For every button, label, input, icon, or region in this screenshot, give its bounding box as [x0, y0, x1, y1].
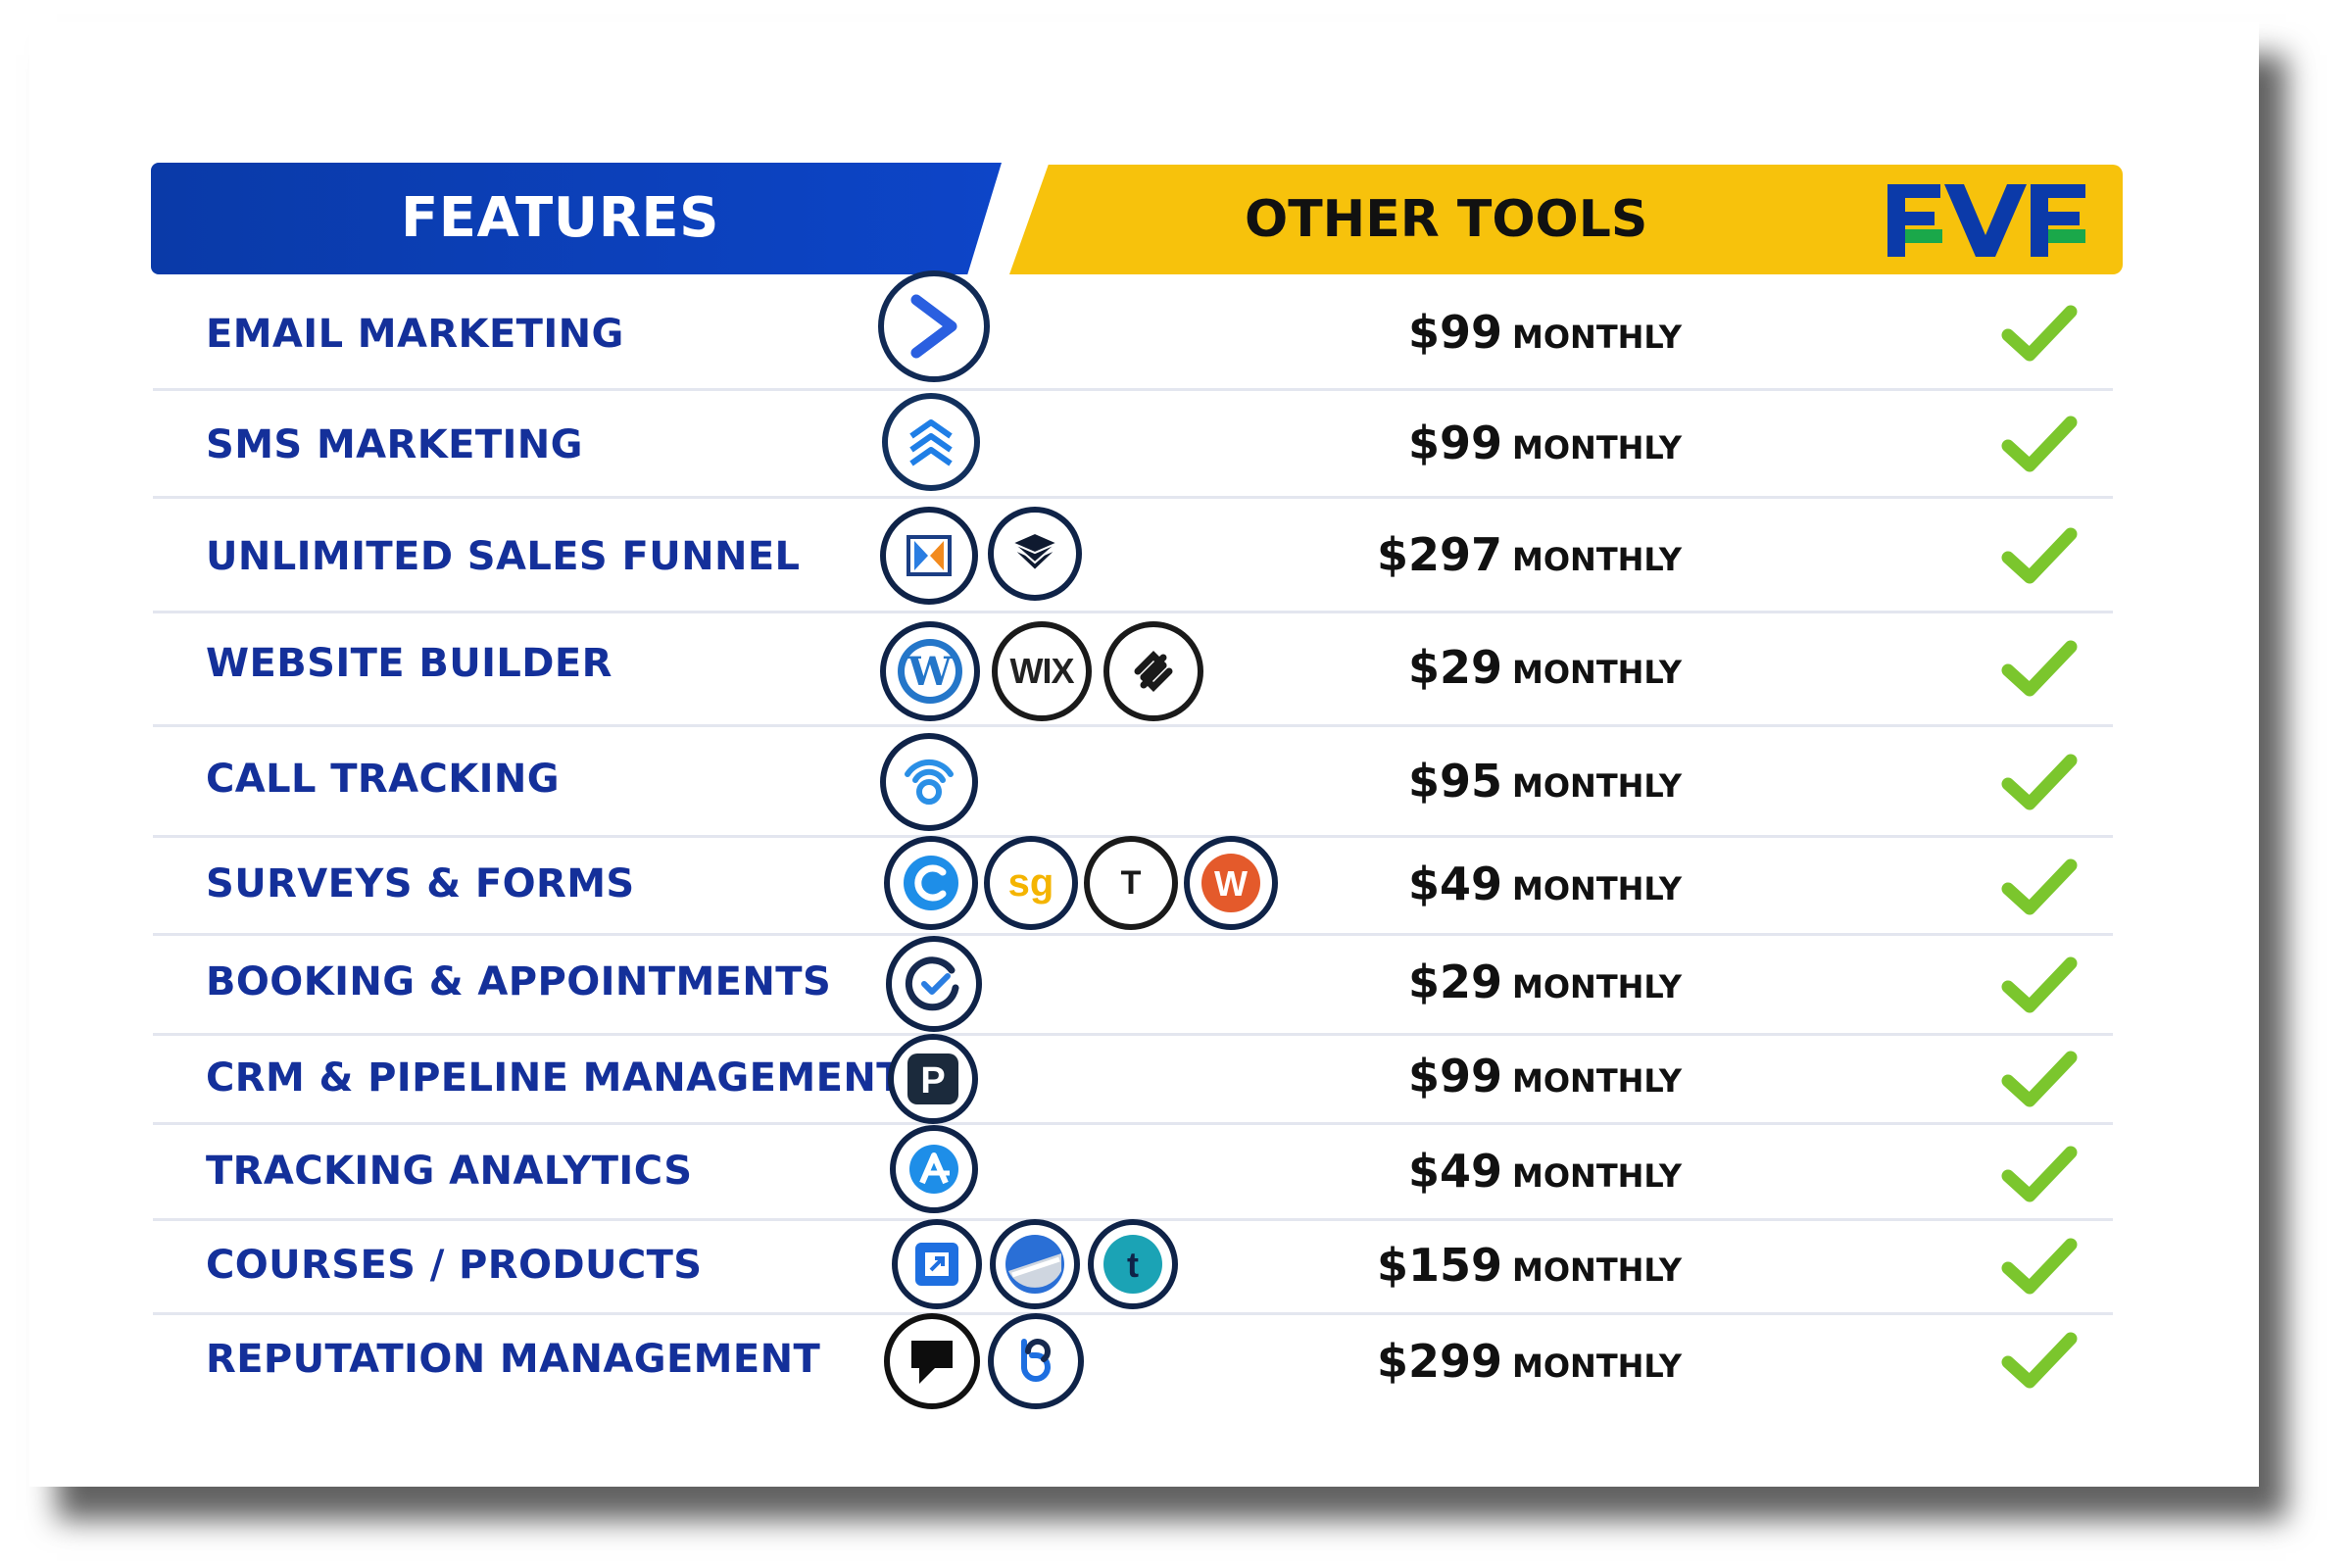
check-icon: [2001, 754, 2078, 810]
check-icon: [2001, 1146, 2078, 1202]
table-row: BOOKING & APPOINTMENTS $29 MONTHLY: [153, 936, 2113, 1036]
table-row: CRM & PIPELINE MANAGEMENT P $99 MONTHLY: [153, 1034, 2113, 1125]
calendly-icon: [886, 936, 982, 1032]
table-row: EMAIL MARKETING $99 MONTHLY: [153, 270, 2113, 391]
price: $99 MONTHLY: [1408, 1050, 1682, 1102]
feature-label: BOOKING & APPOINTMENTS: [206, 959, 832, 1004]
other-tools-header: OTHER TOOLS: [1009, 165, 2123, 274]
check-icon: [2001, 416, 2078, 472]
check-icon: [2001, 305, 2078, 362]
clickfunnels-icon: [880, 507, 978, 605]
price-period: MONTHLY: [1511, 654, 1682, 691]
feature-label: SMS MARKETING: [206, 422, 583, 467]
price-amount: $99: [1407, 1050, 1502, 1102]
feature-label: REPUTATION MANAGEMENT: [206, 1337, 821, 1382]
price-amount: $99: [1407, 306, 1502, 359]
thinkific-icon-label: t: [1127, 1245, 1139, 1285]
price: $297 MONTHLY: [1377, 528, 1682, 581]
check-icon: [2001, 1332, 2078, 1389]
surveygizmo-icon: sg: [984, 836, 1078, 930]
wix-icon-label: WIX: [1009, 651, 1075, 691]
price: $29 MONTHLY: [1408, 641, 1682, 694]
price: $49 MONTHLY: [1408, 858, 1682, 910]
sms-chevrons-icon: [882, 393, 980, 491]
price-period: MONTHLY: [1511, 1062, 1682, 1100]
table-row: UNLIMITED SALES FUNNEL $297 MONTHLY: [153, 499, 2113, 613]
price-period: MONTHLY: [1511, 968, 1682, 1005]
wufoo-icon: W: [1184, 836, 1278, 930]
check-icon: [2001, 956, 2078, 1013]
price: $99 MONTHLY: [1408, 416, 1682, 469]
check-icon: [2001, 640, 2078, 697]
price: $95 MONTHLY: [1408, 755, 1682, 808]
feature-label: UNLIMITED SALES FUNNEL: [206, 534, 801, 579]
features-header-label: FEATURES: [401, 186, 719, 250]
squarespace-icon: [1103, 621, 1203, 721]
price: $99 MONTHLY: [1408, 306, 1682, 359]
price-amount: $49: [1407, 1145, 1502, 1198]
check-icon: [2001, 1051, 2078, 1107]
price-amount: $29: [1407, 641, 1502, 694]
kajabi-icon: [892, 1219, 982, 1309]
price-amount: $49: [1407, 858, 1502, 910]
activecampaign-icon: [878, 270, 990, 382]
other-tools-header-label: OTHER TOOLS: [1245, 190, 1648, 249]
fvf-logo: [1887, 184, 2085, 257]
price-period: MONTHLY: [1511, 1348, 1682, 1385]
features-header: FEATURES: [151, 163, 1002, 274]
price-period: MONTHLY: [1511, 870, 1682, 907]
feature-label: SURVEYS & FORMS: [206, 861, 635, 906]
table-row: WEBSITE BUILDER W WIX $29 MONTHLY: [153, 613, 2113, 727]
surveymonkey-icon: [884, 836, 978, 930]
typeform-icon-label: T: [1120, 863, 1142, 902]
table-row: TRACKING ANALYTICS $49 MONTHLY: [153, 1125, 2113, 1221]
feature-label: COURSES / PRODUCTS: [206, 1243, 703, 1288]
price-period: MONTHLY: [1511, 1157, 1682, 1195]
price-amount: $297: [1376, 528, 1502, 581]
wufoo-icon-label: W: [1214, 863, 1248, 904]
table-row: SMS MARKETING $99 MONTHLY: [153, 391, 2113, 499]
wordpress-icon: W: [880, 621, 980, 721]
price-period: MONTHLY: [1511, 318, 1682, 356]
pipedrive-icon: P: [888, 1034, 978, 1124]
table-row: REPUTATION MANAGEMENT $299 MONTHLY: [153, 1313, 2113, 1409]
price-amount: $159: [1376, 1239, 1502, 1292]
layers-icon: [988, 507, 1082, 601]
analytics-icon: [890, 1125, 978, 1213]
check-icon: [2001, 1238, 2078, 1295]
price: $29 MONTHLY: [1408, 956, 1682, 1008]
yext-icon: [884, 1313, 980, 1409]
price-period: MONTHLY: [1511, 1251, 1682, 1289]
feature-label: WEBSITE BUILDER: [206, 641, 612, 686]
typeform-icon: T: [1084, 836, 1178, 930]
table-row: CALL TRACKING $95 MONTHLY: [153, 727, 2113, 838]
check-icon: [2001, 858, 2078, 915]
feature-label: CALL TRACKING: [206, 757, 561, 802]
price-period: MONTHLY: [1511, 429, 1682, 466]
svg-text:W: W: [907, 649, 954, 695]
price-period: MONTHLY: [1511, 767, 1682, 805]
table-row: COURSES / PRODUCTS t $159 MONTHLY: [153, 1219, 2113, 1315]
check-icon: [2001, 527, 2078, 584]
feature-label: EMAIL MARKETING: [206, 312, 624, 357]
price-period: MONTHLY: [1511, 541, 1682, 578]
pipedrive-icon-label: P: [920, 1060, 945, 1102]
price: $49 MONTHLY: [1408, 1145, 1682, 1198]
feature-label: TRACKING ANALYTICS: [206, 1149, 693, 1194]
price: $299 MONTHLY: [1377, 1335, 1682, 1388]
price-amount: $99: [1407, 416, 1502, 469]
thinkific-icon: t: [1088, 1219, 1178, 1309]
birdeye-icon: [988, 1313, 1084, 1409]
price-amount: $29: [1407, 956, 1502, 1008]
price: $159 MONTHLY: [1377, 1239, 1682, 1292]
price-amount: $299: [1376, 1335, 1502, 1388]
callrail-icon: [880, 733, 978, 831]
wix-icon: WIX: [992, 621, 1092, 721]
podia-icon: [990, 1219, 1080, 1309]
surveygizmo-icon-label: sg: [1007, 860, 1054, 905]
table-row: SURVEYS & FORMS sg T W $49 MONTHLY: [153, 836, 2113, 936]
feature-label: CRM & PIPELINE MANAGEMENT: [206, 1055, 904, 1101]
price-amount: $95: [1407, 755, 1502, 808]
